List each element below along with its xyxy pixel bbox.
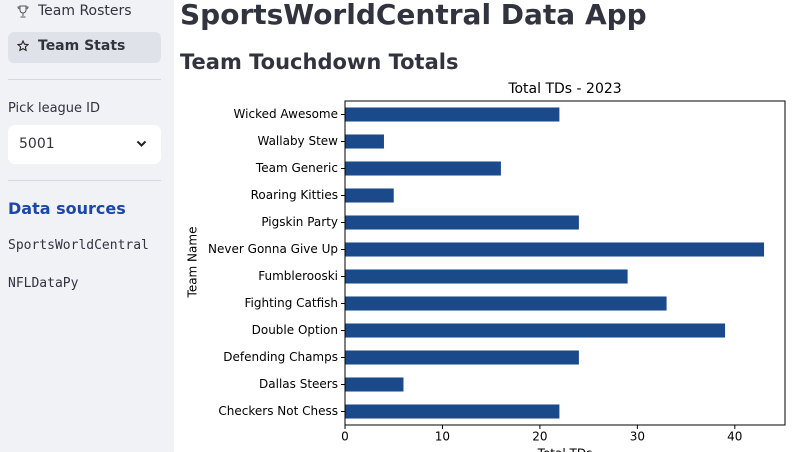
- bar: [345, 161, 501, 176]
- page-title: SportsWorldCentral Data App: [180, 0, 647, 31]
- y-tick-label: Fighting Catfish: [244, 296, 338, 310]
- x-tick-label: 20: [532, 430, 547, 444]
- nav-label: Team Stats: [38, 38, 126, 54]
- y-tick-label: Team Generic: [255, 161, 338, 175]
- y-tick-label: Pigskin Party: [261, 215, 338, 229]
- y-tick-label: Never Gonna Give Up: [208, 242, 338, 256]
- bar: [345, 269, 628, 284]
- bar: [345, 377, 404, 392]
- select-value: 5001: [19, 136, 55, 152]
- bar: [345, 296, 667, 311]
- nav-item[interactable]: Team Rosters: [8, 0, 161, 28]
- source-link[interactable]: NFLDataPy: [8, 276, 79, 291]
- bar: [345, 404, 560, 419]
- plot-frame: [344, 100, 786, 426]
- y-tick-label: Fumblerooski: [258, 269, 338, 283]
- y-tick-label: Double Option: [252, 323, 338, 337]
- y-tick-label: Dallas Steers: [259, 377, 338, 391]
- section-title: Team Touchdown Totals: [180, 50, 459, 74]
- divider: [8, 180, 161, 181]
- trophy-icon: [17, 5, 29, 18]
- sources-heading: Data sources: [8, 199, 126, 218]
- select-box[interactable]: 5001: [8, 125, 161, 164]
- chart-title: Total TDs - 2023: [507, 81, 621, 97]
- bar: [345, 188, 394, 203]
- x-tick-label: 30: [630, 430, 645, 444]
- x-tick-label: 0: [341, 430, 349, 444]
- select-label: Pick league ID: [8, 101, 101, 116]
- x-axis-label: Total TDs: [537, 447, 593, 452]
- bar: [345, 350, 579, 365]
- source-link[interactable]: SportsWorldCentral: [8, 238, 149, 253]
- y-tick-label: Wicked Awesome: [234, 107, 338, 121]
- x-tick-label: 10: [435, 430, 450, 444]
- chevron: [136, 140, 147, 147]
- y-tick-label: Defending Champs: [223, 350, 338, 364]
- bar: [345, 134, 384, 149]
- bar: [345, 215, 579, 230]
- y-axis-label: Team Name: [186, 227, 200, 299]
- star-icon: [17, 40, 29, 52]
- divider: [8, 79, 161, 80]
- x-tick-label: 40: [727, 430, 742, 444]
- nav-label: Team Rosters: [38, 3, 132, 19]
- y-tick-label: Wallaby Stew: [257, 134, 338, 148]
- sidebar: Team Rosters Team Stats Pick league ID 5…: [0, 0, 174, 452]
- bar: [345, 107, 560, 122]
- y-tick-label: Roaring Kitties: [251, 188, 338, 202]
- bar: [345, 242, 765, 257]
- bar: [345, 323, 726, 338]
- y-tick-label: Checkers Not Chess: [218, 404, 338, 418]
- chart: Total TDs - 2023 Team Name Total TDs Wic…: [186, 81, 786, 452]
- nav-item-active[interactable]: Team Stats: [8, 32, 161, 63]
